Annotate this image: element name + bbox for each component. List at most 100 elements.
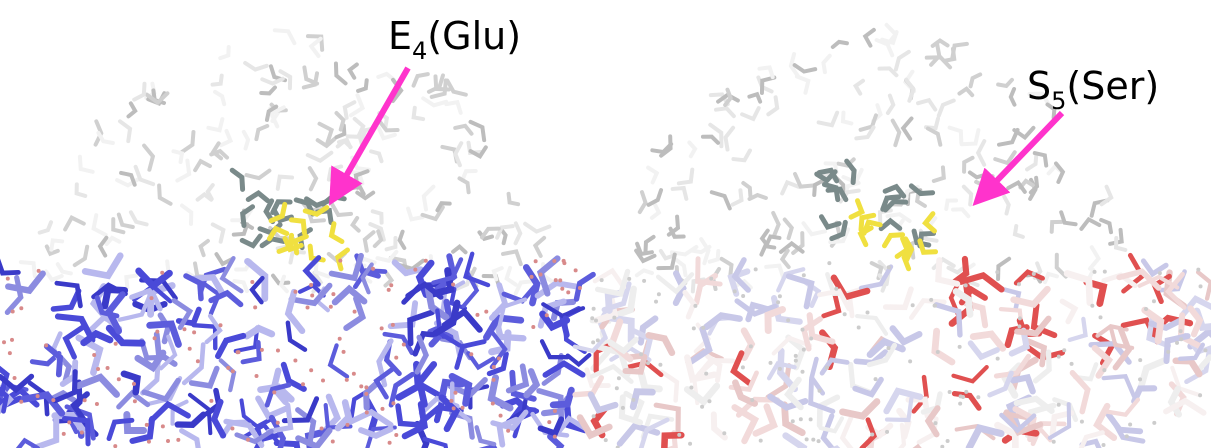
atom (750, 398, 754, 402)
atom (553, 435, 557, 439)
atom (562, 261, 566, 265)
molecule-stick (335, 289, 364, 302)
molecule-stick (332, 204, 351, 215)
molecule-stick (336, 113, 343, 129)
molecule-stick (950, 128, 962, 143)
molecule-stick (131, 212, 147, 224)
molecule-stick (1061, 212, 1075, 224)
molecule-stick (542, 341, 567, 357)
atom (1158, 271, 1162, 275)
molecule-stick (380, 122, 398, 131)
molecule-stick (918, 100, 935, 109)
atom (741, 365, 745, 369)
molecule-stick (903, 118, 911, 138)
molecule-stick (329, 166, 341, 179)
molecule-stick (833, 42, 847, 47)
molecule-stick (232, 170, 242, 189)
molecule-stick (857, 316, 886, 334)
molecule-stick (8, 274, 42, 291)
molecule-stick (201, 241, 208, 255)
atom (700, 405, 704, 409)
atom (948, 390, 952, 394)
atom (6, 277, 10, 281)
molecule-stick (221, 360, 234, 390)
atom (843, 312, 847, 316)
molecule-stick (477, 427, 494, 444)
molecule-stick (712, 192, 730, 208)
molecule-stick (893, 328, 920, 342)
residue-label: E4(Glu) (388, 14, 521, 65)
atom (560, 287, 564, 291)
atom (811, 438, 815, 442)
molecule-stick (843, 402, 877, 417)
atom (1196, 268, 1200, 272)
atom (592, 414, 596, 418)
molecule-stick (954, 367, 987, 381)
molecule-stick (742, 108, 759, 119)
atom (364, 385, 368, 389)
molecule-stick (782, 251, 788, 267)
atom (933, 304, 937, 308)
atom (352, 372, 356, 376)
atom (958, 345, 962, 349)
atom (887, 265, 891, 269)
molecule-stick (494, 268, 502, 279)
molecule-stick (795, 65, 816, 71)
molecule-stick (1143, 261, 1166, 274)
atom (452, 406, 456, 410)
atom (491, 402, 495, 406)
molecule-stick (516, 223, 521, 243)
molecule-stick (649, 335, 672, 352)
atom (176, 438, 180, 442)
molecule-stick (310, 168, 316, 189)
molecule-stick (21, 262, 35, 276)
atom (276, 349, 280, 353)
molecule-stick (471, 122, 485, 140)
atom (453, 391, 457, 395)
molecule-stick (261, 87, 275, 93)
atom (371, 267, 375, 271)
molecule-stick (646, 237, 654, 251)
atom (692, 326, 696, 330)
atom (394, 433, 398, 437)
atom (231, 369, 235, 373)
atom (449, 399, 453, 403)
atom (451, 283, 455, 287)
molecule-stick (446, 102, 460, 113)
atom (936, 350, 940, 354)
molecule-stick (120, 121, 130, 141)
atom (153, 336, 157, 340)
molecule-stick (408, 209, 422, 220)
molecule-stick (77, 184, 86, 196)
atom (365, 411, 369, 415)
molecule-stick (641, 374, 659, 389)
atom (959, 394, 963, 398)
molecule-stick (1052, 222, 1062, 232)
molecule-stick (417, 337, 426, 372)
atom (219, 323, 223, 327)
atom (1070, 362, 1074, 366)
atom (592, 307, 596, 311)
molecule-stick (423, 98, 446, 105)
molecule-stick (247, 171, 270, 178)
molecule-stick (291, 220, 304, 233)
molecule-stick (134, 84, 144, 100)
atom (11, 309, 15, 313)
atom (866, 311, 870, 315)
atom (642, 279, 646, 283)
molecule-stick (57, 283, 81, 306)
molecule-stick (126, 276, 136, 288)
atom (320, 427, 324, 431)
atom (964, 283, 968, 287)
molecule-stick (308, 153, 332, 161)
atom (413, 268, 417, 272)
atom (133, 399, 137, 403)
atom (147, 440, 151, 444)
molecule-stick (978, 141, 984, 165)
molecule-stick (893, 121, 900, 146)
atom (1138, 358, 1142, 362)
molecule-stick (768, 97, 777, 114)
atom (688, 442, 692, 446)
molecule-stick (973, 334, 1003, 348)
atom (236, 350, 240, 354)
